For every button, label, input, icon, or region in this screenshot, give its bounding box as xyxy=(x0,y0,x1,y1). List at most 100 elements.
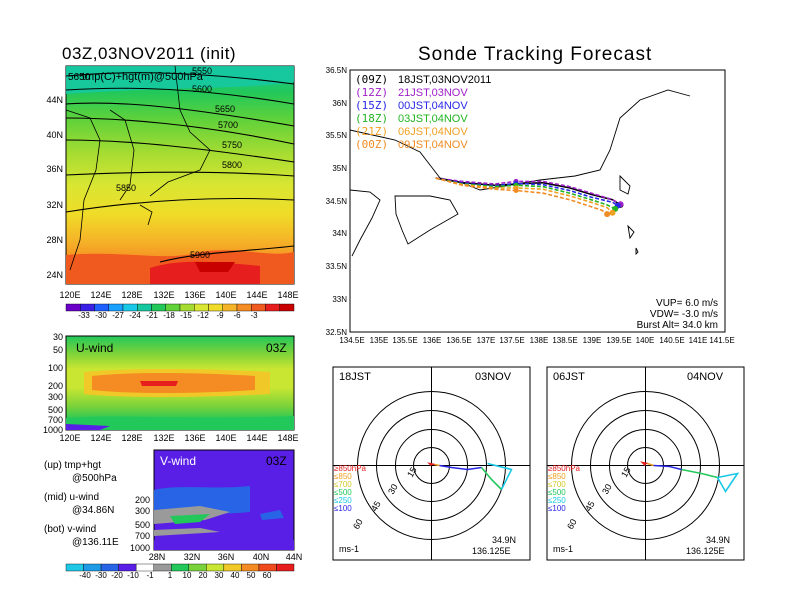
svg-text:141.5E: 141.5E xyxy=(709,336,734,345)
svg-text:≤250: ≤250 xyxy=(548,496,566,505)
svg-text:-18: -18 xyxy=(163,311,175,320)
svg-text:35N: 35N xyxy=(332,164,347,173)
svg-text:≤250: ≤250 xyxy=(334,496,352,505)
svg-text:≤700: ≤700 xyxy=(334,480,352,489)
vwind-title: V-wind xyxy=(160,454,196,468)
svg-text:-9: -9 xyxy=(216,311,224,320)
colorbar-swatch xyxy=(241,563,260,572)
hodograph-trace xyxy=(640,461,648,467)
tracking-coastline xyxy=(349,89,691,257)
contour-label: 5750 xyxy=(222,140,242,150)
map500-plot: 5550 5600 5650 5700 5750 5800 5850 5900 … xyxy=(46,65,299,300)
tracking-legend-code: (18Z) xyxy=(355,112,388,125)
svg-text:1: 1 xyxy=(168,571,173,580)
svg-text:15: 15 xyxy=(619,465,633,479)
svg-text:24N: 24N xyxy=(46,270,63,280)
track-series-line xyxy=(435,177,616,210)
vwind-time: 03Z xyxy=(266,454,287,468)
svg-text:-21: -21 xyxy=(146,311,158,320)
svg-text:137E: 137E xyxy=(477,336,496,345)
svg-text:30: 30 xyxy=(215,571,224,580)
svg-text:50: 50 xyxy=(247,571,256,580)
colorbar-swatch xyxy=(179,303,195,312)
svg-text:≤100: ≤100 xyxy=(548,504,566,513)
contour-label: 5900 xyxy=(190,250,210,260)
svg-text:140.5E: 140.5E xyxy=(659,336,684,345)
svg-text:VDW= -3.0 m/s: VDW= -3.0 m/s xyxy=(650,309,718,320)
hodograph-trace xyxy=(653,464,682,471)
colorbar-swatch xyxy=(279,303,295,312)
svg-text:135.5E: 135.5E xyxy=(392,336,417,345)
colorbar-swatch xyxy=(153,563,172,572)
map500-label-prefix: 5650 xyxy=(68,72,91,83)
colorbar-swatch xyxy=(165,303,181,312)
tracking-legend-when: 00JST,04NOV xyxy=(398,100,468,112)
svg-text:-30: -30 xyxy=(95,311,107,320)
tracking-legend-when: 03JST,04NOV xyxy=(398,113,468,125)
hodograph-2-rings: 15 30 45 60 xyxy=(565,465,633,531)
hodograph-trace xyxy=(439,464,482,471)
tracking-info: VUP= 6.0 m/s VDW= -3.0 m/s Burst Alt= 34… xyxy=(637,298,718,331)
svg-text:Burst Alt= 34.0 km: Burst Alt= 34.0 km xyxy=(637,320,718,331)
coastlines xyxy=(65,65,211,271)
svg-text:40N: 40N xyxy=(46,130,63,140)
colorbar-swatch xyxy=(65,563,84,572)
map500-contour-labels: 5550 5600 5650 5700 5750 5800 5850 5900 xyxy=(116,66,242,260)
svg-text:1000: 1000 xyxy=(43,425,63,435)
hodograph-trace xyxy=(427,462,435,467)
svg-text:300: 300 xyxy=(135,506,150,516)
svg-text:34.9N: 34.9N xyxy=(706,535,730,545)
svg-text:135E: 135E xyxy=(370,336,389,345)
contour-label: 5550 xyxy=(192,66,212,76)
svg-text:28N: 28N xyxy=(46,235,63,245)
svg-text:30: 30 xyxy=(386,482,400,496)
contour-label: 5650 xyxy=(215,104,235,114)
uwind-yticks: 30 50 100 200 300 500 700 1000 xyxy=(43,332,63,435)
hodograph-2-levels: ≥850hPa ≤850 ≤700 ≤500 ≤250 ≤100 xyxy=(548,464,581,513)
tracking-legend-code: (21Z) xyxy=(355,125,388,138)
vwind-yticks: 200 300 500 700 1000 xyxy=(130,495,150,553)
svg-text:136.125E: 136.125E xyxy=(686,546,725,556)
tracking-legend-when: 21JST,03NOV xyxy=(398,87,468,99)
svg-text:03NOV: 03NOV xyxy=(475,371,512,383)
svg-text:136.125E: 136.125E xyxy=(472,546,511,556)
svg-text:136.5E: 136.5E xyxy=(446,336,471,345)
tracking-yticks: 36.5N 36N 35.5N 35N 34.5N 34N 33.5N 33N … xyxy=(326,66,348,337)
colorbar-swatch xyxy=(137,303,152,312)
hodograph-trace xyxy=(716,472,740,494)
svg-text:30: 30 xyxy=(53,332,63,342)
colorbar-swatch xyxy=(151,303,166,312)
svg-text:@136.11E: @136.11E xyxy=(72,537,119,548)
svg-text:-30: -30 xyxy=(95,571,107,580)
svg-text:30: 30 xyxy=(600,482,614,496)
svg-text:140E: 140E xyxy=(215,433,236,443)
svg-text:40: 40 xyxy=(231,571,240,580)
svg-text:34.5N: 34.5N xyxy=(326,197,348,206)
svg-text:-12: -12 xyxy=(197,311,209,320)
svg-text:10: 10 xyxy=(183,571,192,580)
svg-text:148E: 148E xyxy=(277,290,298,300)
svg-text:700: 700 xyxy=(135,531,150,541)
svg-text:≥850hPa: ≥850hPa xyxy=(548,464,581,473)
colorbar-swatch xyxy=(258,563,277,572)
svg-text:132E: 132E xyxy=(153,433,174,443)
svg-text:300: 300 xyxy=(48,392,63,402)
svg-text:144E: 144E xyxy=(246,433,267,443)
svg-text:700: 700 xyxy=(48,415,63,425)
svg-text:45: 45 xyxy=(369,499,383,513)
map500-yticks: 44N 40N 36N 32N 28N 24N xyxy=(46,95,63,280)
track-point xyxy=(513,188,519,194)
svg-text:36N: 36N xyxy=(46,164,63,174)
svg-text:60: 60 xyxy=(263,571,272,580)
tracking-series xyxy=(435,177,624,218)
svg-text:28N: 28N xyxy=(149,552,166,562)
svg-text:≤100: ≤100 xyxy=(334,504,352,513)
colorbar-swatch xyxy=(100,563,119,572)
tracking-legend-code: (15Z) xyxy=(355,99,388,112)
track-series-line xyxy=(435,177,614,214)
legend-notes: (up) tmp+hgt @500hPa (mid) u-wind @34.86… xyxy=(44,460,119,548)
tracking-xticks: 134.5E 135E 135.5E 136E 136.5E 137E 137.… xyxy=(339,336,734,345)
track-endpoint xyxy=(609,209,616,216)
colorbar-swatch xyxy=(222,303,238,312)
